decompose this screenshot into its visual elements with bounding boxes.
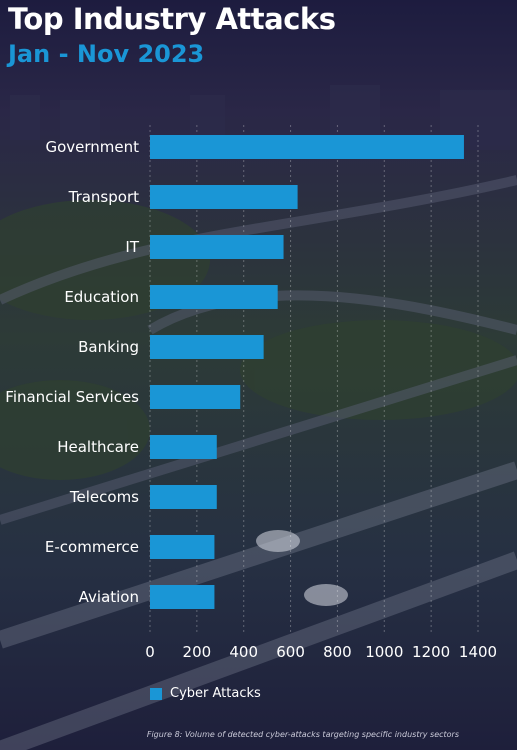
bar-transport xyxy=(150,185,298,209)
bar-government xyxy=(150,135,464,159)
legend-swatch xyxy=(150,687,162,700)
category-label: Financial Services xyxy=(5,388,139,406)
bar-healthcare xyxy=(150,435,217,459)
bars xyxy=(150,135,464,609)
bar-telecoms xyxy=(150,485,217,509)
legend-label: Cyber Attacks xyxy=(170,686,261,701)
bar-education xyxy=(150,285,278,309)
category-label: E-commerce xyxy=(45,538,139,556)
x-tick-label: 800 xyxy=(323,643,352,661)
x-tick-label: 0 xyxy=(145,643,155,661)
chart-title: Top Industry Attacks xyxy=(8,2,336,36)
chart-subtitle: Jan - Nov 2023 xyxy=(8,40,205,68)
x-tick-label: 400 xyxy=(229,643,258,661)
x-tick-label: 1000 xyxy=(365,643,403,661)
x-tick-label: 1400 xyxy=(459,643,497,661)
category-label: Aviation xyxy=(79,588,139,606)
category-label: Government xyxy=(45,138,139,156)
bar-financial-services xyxy=(150,385,241,409)
category-label: Healthcare xyxy=(57,438,139,456)
category-label: Transport xyxy=(68,188,140,206)
x-tick-label: 600 xyxy=(276,643,305,661)
category-label: IT xyxy=(125,238,139,256)
x-tick-label: 200 xyxy=(183,643,212,661)
category-label: Education xyxy=(64,288,139,306)
bar-chart: Government Transport IT Education Banking Fin… xyxy=(5,125,497,661)
bar-aviation xyxy=(150,585,215,609)
category-label: Banking xyxy=(78,338,139,356)
bar-it xyxy=(150,235,284,259)
legend: Cyber Attacks xyxy=(150,686,261,701)
bar-e-commerce xyxy=(150,535,215,559)
x-axis-tick-labels: 0 200 400 600 800 1000 1200 1400 xyxy=(145,643,497,661)
bar-banking xyxy=(150,335,264,359)
category-labels: Government Transport IT Education Banking Fin… xyxy=(5,138,140,606)
x-tick-label: 1200 xyxy=(412,643,450,661)
category-label: Telecoms xyxy=(69,488,139,506)
figure-caption: Figure 8: Volume of detected cyber-attac… xyxy=(146,730,459,739)
